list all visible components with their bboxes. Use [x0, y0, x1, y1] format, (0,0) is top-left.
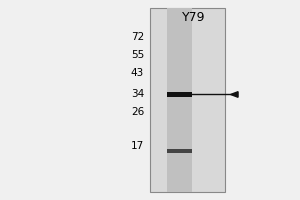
Bar	[167, 149, 192, 153]
Text: 55: 55	[131, 50, 144, 60]
Text: 72: 72	[131, 32, 144, 42]
Text: 43: 43	[131, 68, 144, 78]
Text: 34: 34	[131, 89, 144, 99]
Text: 26: 26	[131, 107, 144, 117]
Bar	[167, 92, 192, 97]
Bar	[150, 8, 225, 192]
Bar	[167, 8, 192, 192]
Text: 17: 17	[131, 141, 144, 151]
Text: Y79: Y79	[182, 11, 205, 24]
Polygon shape	[231, 92, 238, 97]
